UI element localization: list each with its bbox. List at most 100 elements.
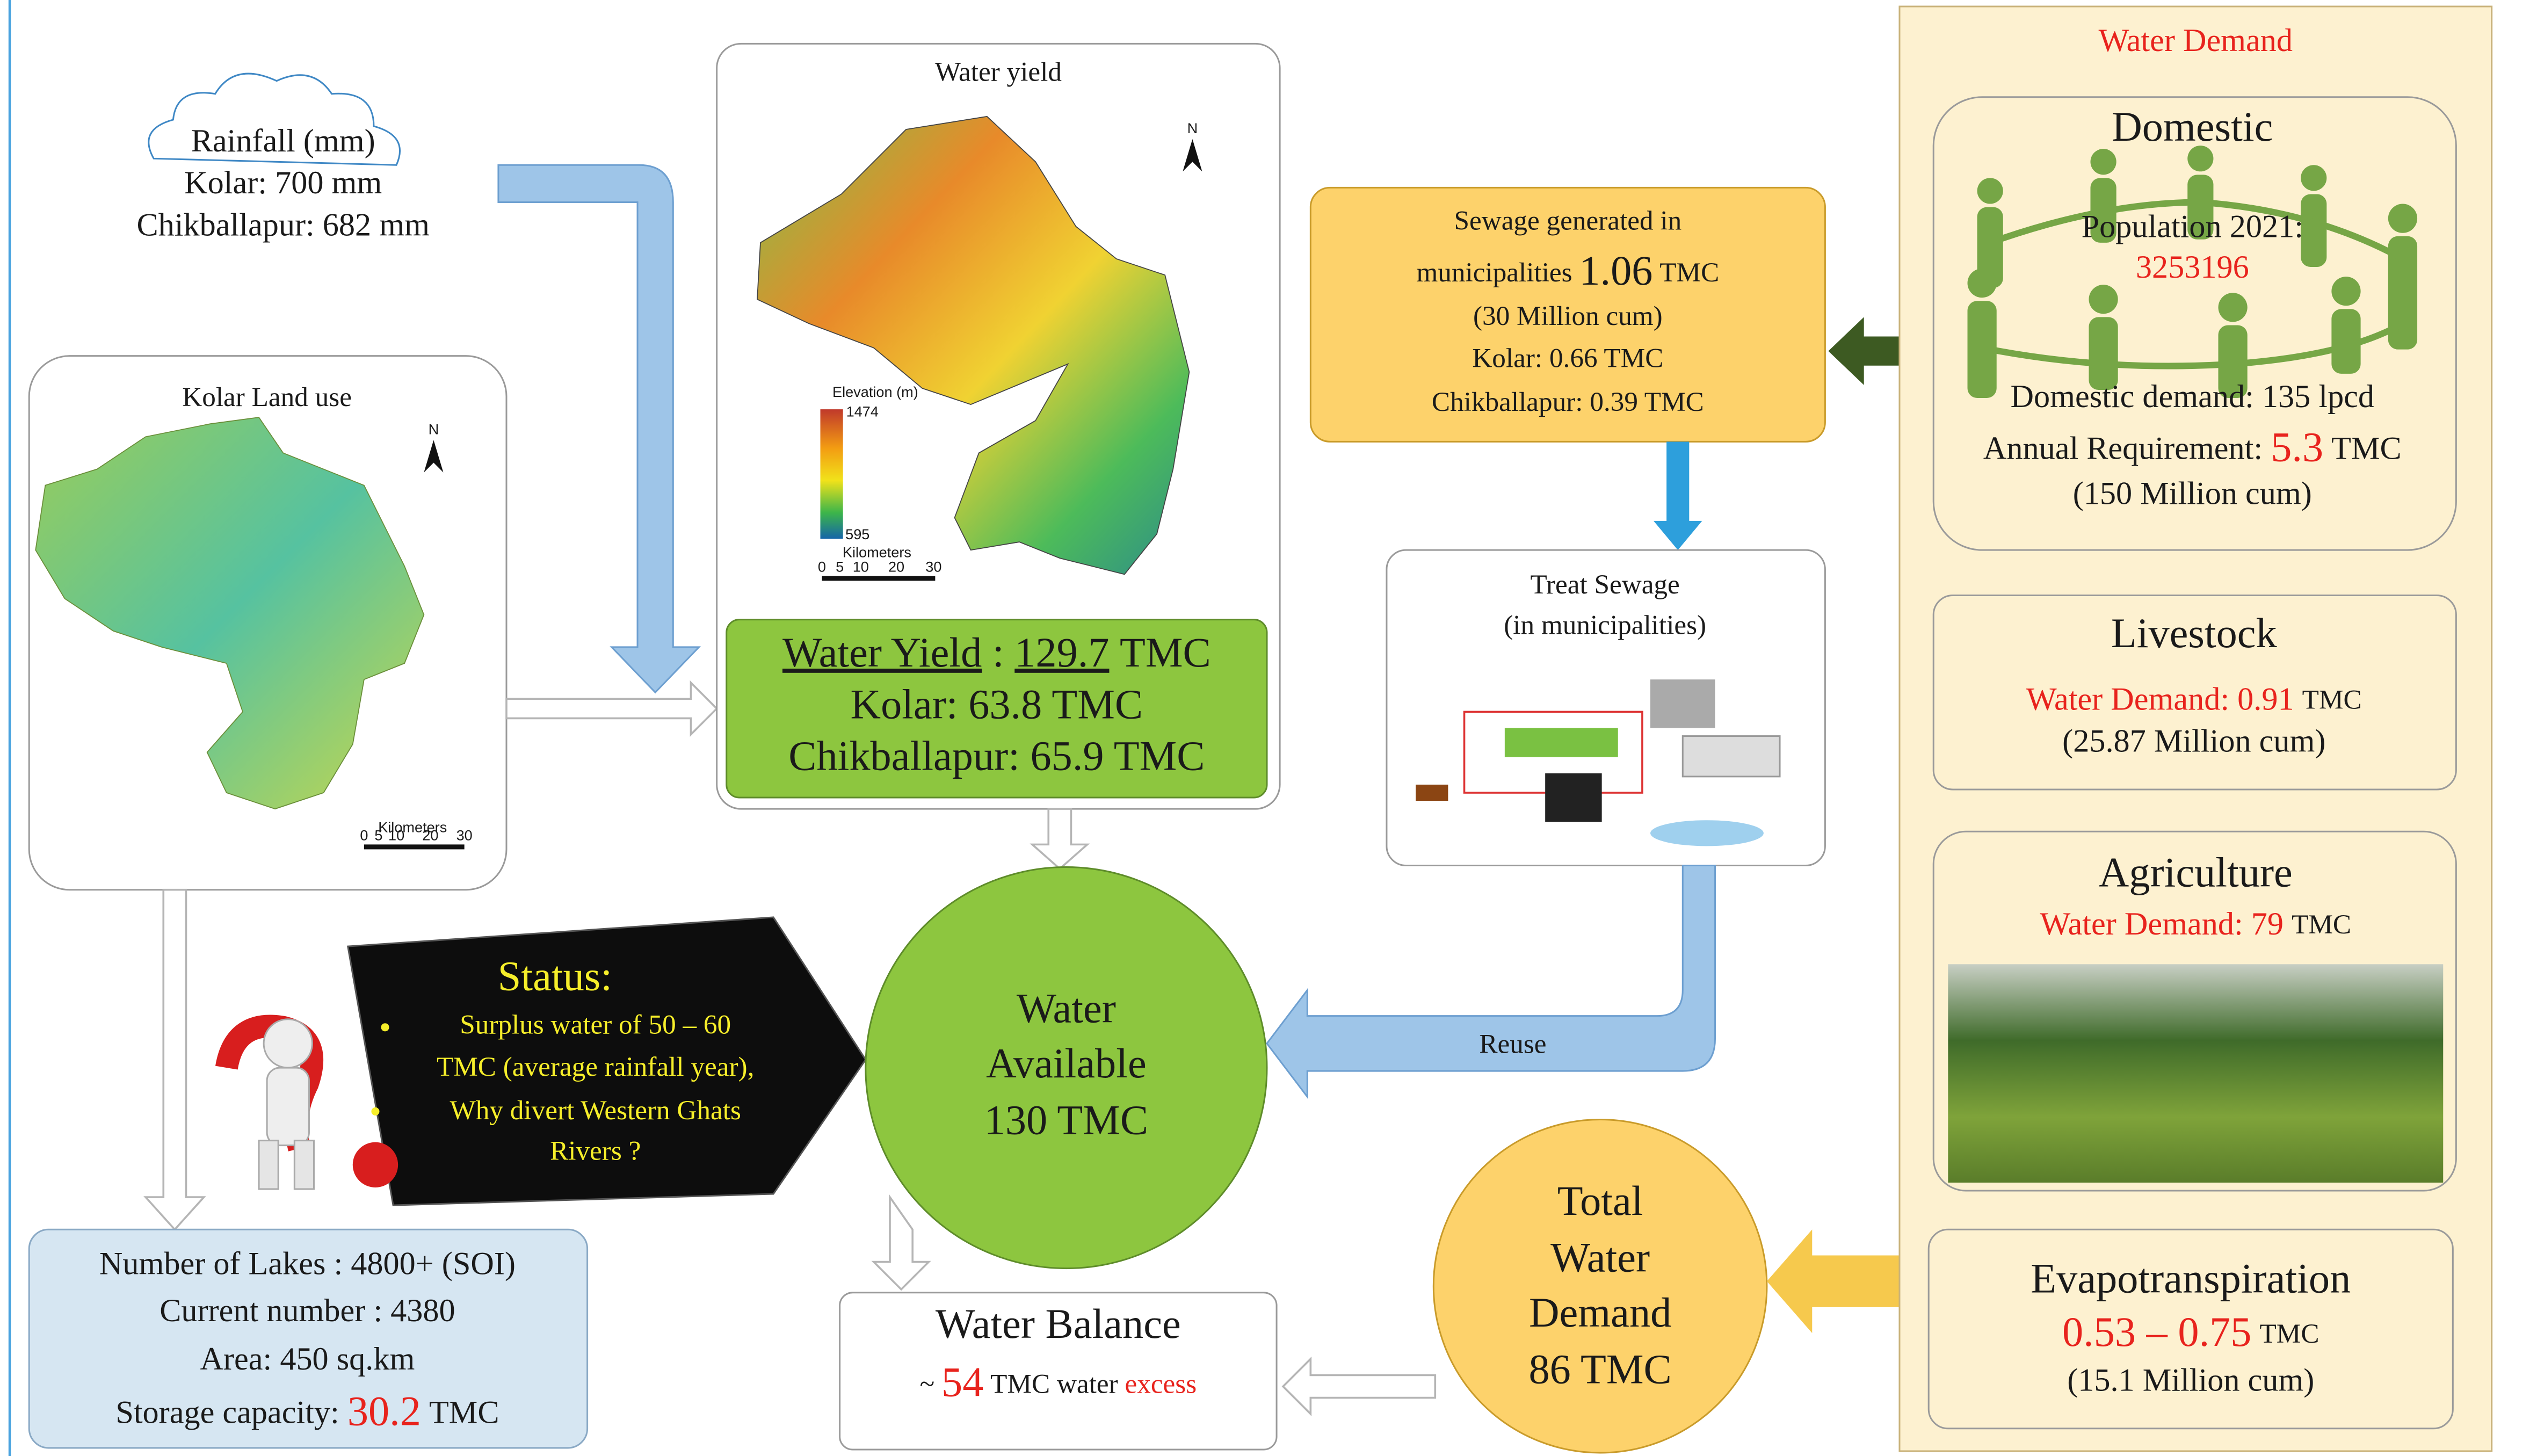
land-to-lakes-arrow [143, 888, 206, 1231]
elevation-legend-bar [820, 409, 843, 539]
livestock-title: Livestock [2111, 610, 2278, 656]
evapotranspiration-box [1927, 1228, 2454, 1430]
label: Storage capacity: [115, 1395, 339, 1431]
elevation-high: 1474 [846, 403, 879, 419]
sewage-total: municipalities 1.06 TMC [1416, 247, 1719, 294]
water-available-line: Water [1017, 985, 1116, 1032]
water-demand-title: Water Demand [2099, 23, 2293, 59]
total-demand-line: Total [1557, 1177, 1643, 1224]
sewage-line: (30 Million cum) [1473, 301, 1663, 331]
prefix: ~ [920, 1368, 935, 1399]
land-use-north: N [429, 421, 439, 437]
value: 1.06 [1579, 247, 1652, 294]
water-balance-title: Water Balance [936, 1300, 1181, 1347]
value: 30.2 [347, 1388, 421, 1435]
water-yield-scale-tick: 30 [925, 558, 941, 575]
rainfall-chikballapur: Chikballapur: 682 mm [137, 207, 430, 243]
land-use-title: Kolar Land use [182, 382, 352, 412]
water-yield-title: Water yield [935, 56, 1062, 87]
domestic-title: Domestic [2112, 103, 2273, 150]
annual-cum: (150 Million cum) [2073, 476, 2312, 512]
water-balance-value: ~ 54 TMC water excess [920, 1358, 1197, 1405]
evapotranspiration-title: Evapotranspiration [2031, 1255, 2351, 1302]
water-yield-scale-tick: 5 [836, 558, 844, 575]
question-figure [215, 1015, 398, 1190]
land-use-scale-tick: 20 [422, 827, 438, 843]
agriculture-title: Agriculture [2099, 849, 2293, 896]
bullet [381, 1023, 389, 1032]
land-use-scale-tick: 30 [456, 827, 473, 843]
population-label: Population 2021: [2082, 209, 2303, 245]
lakes-line: Current number : 4380 [160, 1293, 455, 1329]
annual-requirement: Annual Requirement: 5.3 TMC [1983, 423, 2402, 470]
rainfall-title: Rainfall (mm) [191, 123, 375, 159]
unit: TMC [2331, 430, 2402, 466]
unit: TMC [1659, 257, 1719, 288]
label: Water Demand: 79 [2040, 906, 2284, 942]
sewage-box [1309, 186, 1826, 443]
water-balance-box [839, 1292, 1278, 1451]
land-use-scale-tick: 0 [360, 827, 368, 843]
water-yield-total: Water Yield : 129.7 TMC [782, 629, 1211, 676]
scale-bar [822, 576, 936, 581]
water-yield-kolar: Kolar: 63.8 TMC [851, 680, 1143, 727]
label: municipalities [1416, 257, 1572, 288]
lakes-line: Number of Lakes : 4800+ (SOI) [99, 1245, 516, 1281]
population-value: 3253196 [2136, 249, 2249, 285]
land-use-scale-tick: 10 [388, 827, 404, 843]
unit: TMC [2292, 909, 2351, 940]
water-yield-scale-label: Kilometers [843, 544, 911, 560]
reuse-arrow [1266, 865, 1716, 1099]
evapotranspiration-cum: (15.1 Million cum) [2067, 1362, 2314, 1398]
water-yield-summary [726, 619, 1268, 799]
sewage-line: Chikballapur: 0.39 TMC [1432, 387, 1704, 417]
elevation-low: 595 [845, 526, 869, 542]
value: 129.7 [1014, 629, 1109, 676]
total-demand [1432, 1118, 1768, 1454]
livestock-demand: Water Demand: 0.91 TMC [2026, 681, 2362, 717]
evapotranspiration-range: 0.53 – 0.75 TMC [2062, 1308, 2319, 1355]
rainfall-kolar: Kolar: 700 mm [184, 165, 382, 201]
water-yield-scale-tick: 0 [818, 558, 826, 575]
rain-arrow [497, 164, 701, 694]
treat-title: Treat Sewage [1531, 569, 1680, 600]
livestock-box [1932, 594, 2457, 791]
livestock-cum: (25.87 Million cum) [2062, 723, 2325, 759]
water-yield-north: N [1187, 120, 1198, 136]
unit: TMC [429, 1395, 499, 1431]
treat-subtitle: (in municipalities) [1504, 610, 1706, 640]
sewage-line: Kolar: 0.66 TMC [1472, 343, 1663, 373]
treat-box [1386, 549, 1826, 867]
land-use-map [35, 417, 425, 810]
water-available-line: 130 TMC [984, 1096, 1148, 1143]
water-available-line: Available [986, 1040, 1147, 1086]
land-use-scale-label: Kilometers [378, 818, 447, 835]
value: 54 [941, 1358, 983, 1405]
bullet [371, 1107, 380, 1115]
total-demand-line: Water [1550, 1234, 1650, 1281]
status-title: Status: [498, 952, 612, 999]
agriculture-photo [1948, 964, 2444, 1183]
value: 5.3 [2271, 423, 2323, 470]
status-line: TMC (average rainfall year), [437, 1052, 754, 1082]
agriculture-demand: Water Demand: 79 TMC [2040, 906, 2352, 942]
lakes-storage: Storage capacity: 30.2 TMC [115, 1388, 499, 1435]
label: Water Yield [782, 629, 982, 676]
land-to-yield-arrow [505, 680, 719, 737]
label: Annual Requirement: [1983, 430, 2263, 466]
lakes-line: Area: 450 sq.km [200, 1341, 415, 1377]
total-demand-line: 86 TMC [1529, 1345, 1672, 1392]
people-ring [1967, 146, 2418, 399]
scale-bar [364, 844, 465, 850]
separator: : [992, 629, 1004, 676]
water-yield-scale-tick: 10 [853, 558, 869, 575]
unit: TMC [1120, 629, 1211, 676]
range: 0.53 – 0.75 [2062, 1308, 2251, 1355]
status-line: Rivers ? [550, 1135, 641, 1166]
sewage-to-treat-arrow [1654, 441, 1702, 550]
water-yield-map [757, 115, 1190, 575]
domestic-to-sewage-arrow [1828, 317, 1936, 385]
demand-to-balance-arrow [1281, 1356, 1437, 1417]
